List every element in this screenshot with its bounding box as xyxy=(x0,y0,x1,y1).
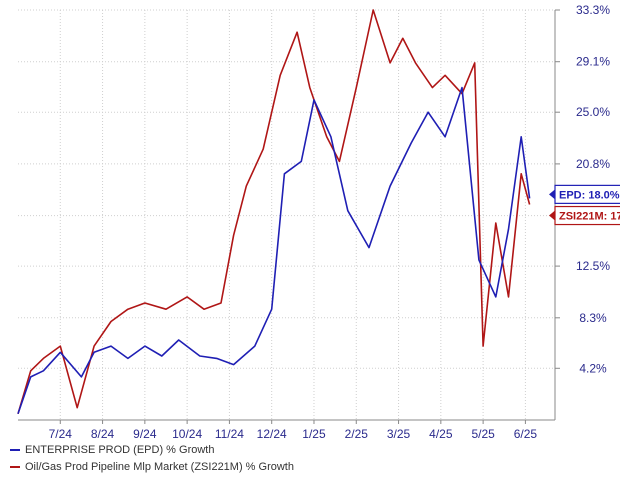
end-label-text: ZSI221M: 17.5% xyxy=(559,211,620,223)
x-tick-label: 12/24 xyxy=(257,427,287,441)
legend-label-zsi221m: Oil/Gas Prod Pipeline Mlp Market (ZSI221… xyxy=(25,461,294,473)
y-tick-label: 25.0% xyxy=(576,105,610,119)
x-tick-label: 3/25 xyxy=(387,427,411,441)
legend-swatch-epd xyxy=(10,449,20,452)
end-label-box xyxy=(554,184,620,204)
x-tick-label: 5/25 xyxy=(471,427,495,441)
legend-item-epd: ENTERPRISE PROD (EPD) % Growth xyxy=(10,444,214,456)
x-tick-label: 4/25 xyxy=(429,427,453,441)
x-tick-label: 9/24 xyxy=(133,427,157,441)
legend-item-zsi221m: Oil/Gas Prod Pipeline Mlp Market (ZSI221… xyxy=(10,461,294,473)
y-tick-label: 12.5% xyxy=(576,259,610,273)
legend-label-epd: ENTERPRISE PROD (EPD) % Growth xyxy=(25,444,215,456)
end-label-zsi221m: ZSI221M: 17.5% xyxy=(549,205,620,226)
y-tick-label: 20.8% xyxy=(576,157,610,171)
y-tick-label: 29.1% xyxy=(576,55,610,69)
x-tick-label: 11/24 xyxy=(215,427,244,441)
x-tick-label: 8/24 xyxy=(91,427,115,441)
x-tick-label: 7/24 xyxy=(49,427,73,441)
end-label-box xyxy=(554,205,620,226)
legend-swatch-zsi221m xyxy=(10,466,20,469)
x-tick-label: 1/25 xyxy=(302,427,326,441)
y-tick-label: 4.2% xyxy=(579,361,607,375)
x-tick-label: 10/24 xyxy=(172,427,202,441)
end-label-epd: EPD: 18.0% xyxy=(549,184,620,204)
x-tick-label: 2/25 xyxy=(345,427,369,441)
x-tick-label: 6/25 xyxy=(514,427,538,441)
y-tick-label: 33.3% xyxy=(576,3,610,17)
end-label-pointer xyxy=(549,189,555,200)
y-tick-label: 8.3% xyxy=(579,311,607,325)
end-label-text: EPD: 18.0% xyxy=(559,189,620,201)
end-label-pointer xyxy=(549,210,555,221)
series-line-epd xyxy=(17,86,531,415)
series-line-zsi221m xyxy=(17,9,531,415)
